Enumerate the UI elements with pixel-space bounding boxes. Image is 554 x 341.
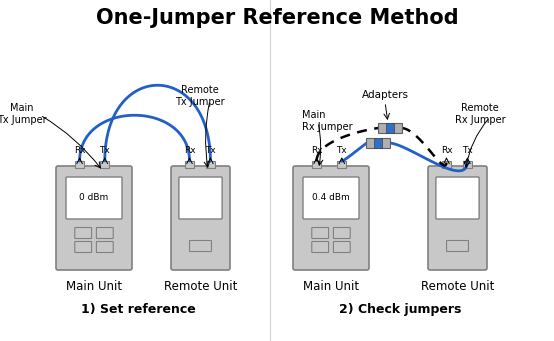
FancyBboxPatch shape [96,227,113,238]
FancyBboxPatch shape [75,241,91,252]
Text: Tx: Tx [462,146,473,155]
FancyBboxPatch shape [179,177,222,219]
Bar [391,123,402,133]
FancyBboxPatch shape [436,177,479,219]
Text: Tx: Tx [336,146,347,155]
Bar [206,161,215,168]
Bar [75,161,84,168]
Text: Remote Unit: Remote Unit [421,280,494,293]
FancyBboxPatch shape [189,240,212,252]
Text: Main Unit: Main Unit [66,280,122,293]
FancyBboxPatch shape [447,240,469,252]
FancyBboxPatch shape [312,241,329,252]
Text: Rx: Rx [74,146,85,155]
Text: One-Jumper Reference Method: One-Jumper Reference Method [96,8,458,28]
FancyBboxPatch shape [334,227,350,238]
Text: Main Unit: Main Unit [303,280,359,293]
FancyBboxPatch shape [56,166,132,270]
FancyBboxPatch shape [75,227,91,238]
Text: 1) Set reference: 1) Set reference [81,303,196,316]
Bar [374,138,382,148]
Bar [312,161,321,168]
Text: 0.4 dBm: 0.4 dBm [312,193,350,203]
Text: Rx: Rx [440,146,452,155]
Bar [379,138,390,148]
Bar [463,161,472,168]
Bar [442,161,451,168]
Bar [100,161,109,168]
Text: Tx: Tx [99,146,110,155]
Bar [337,161,346,168]
Text: Rx: Rx [184,146,196,155]
Text: Rx: Rx [311,146,322,155]
Text: Main
Tx Jumper: Main Tx Jumper [0,103,47,125]
FancyBboxPatch shape [96,241,113,252]
Bar [386,123,394,133]
Bar [366,138,377,148]
Text: Remote
Rx Jumper: Remote Rx Jumper [455,103,505,125]
Bar [185,161,194,168]
FancyBboxPatch shape [312,227,329,238]
Text: 0 dBm: 0 dBm [79,193,109,203]
FancyBboxPatch shape [293,166,369,270]
FancyBboxPatch shape [428,166,487,270]
Text: 2) Check jumpers: 2) Check jumpers [339,303,461,316]
FancyBboxPatch shape [66,177,122,219]
Text: Adapters: Adapters [362,90,408,100]
Text: Remote
Tx Jumper: Remote Tx Jumper [175,85,225,107]
Text: Remote Unit: Remote Unit [164,280,237,293]
FancyBboxPatch shape [303,177,359,219]
Text: Tx: Tx [205,146,216,155]
FancyBboxPatch shape [334,241,350,252]
FancyBboxPatch shape [171,166,230,270]
Text: Main
Rx Jumper: Main Rx Jumper [302,110,353,132]
Bar [378,123,389,133]
